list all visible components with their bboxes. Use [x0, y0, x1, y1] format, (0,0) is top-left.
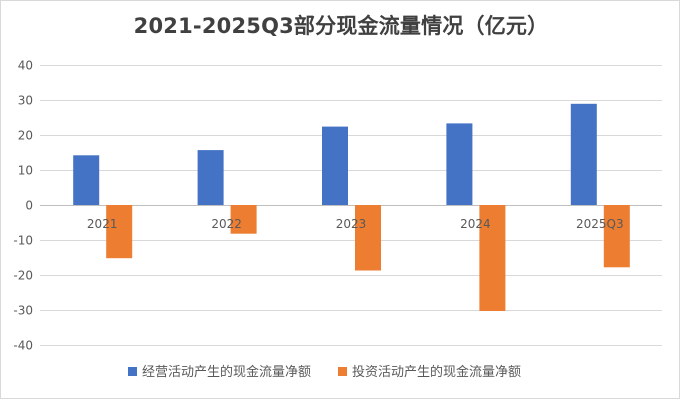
y-tick-label: 40 [18, 59, 33, 73]
x-tick-label: 2023 [336, 217, 367, 231]
bar-2025Q3-series-1 [570, 103, 597, 205]
y-axis-tick-labels: 40 30 20 10 0 -10 -20 -30 -40 [13, 59, 33, 353]
bar-2023-series-2 [355, 205, 381, 271]
bar-2021-series-2 [106, 205, 133, 259]
gridlines [40, 65, 662, 346]
x-axis-tick-labels: 2021 2022 2023 2024 2025Q3 [87, 217, 624, 231]
chart-title: 2021-2025Q3部分现金流量情况（亿元） [133, 14, 549, 38]
legend-swatch-series-2 [338, 367, 347, 376]
x-tick-label: 2022 [211, 217, 242, 231]
y-tick-label: 20 [18, 129, 33, 143]
bar-2022-series-1 [197, 150, 224, 205]
y-tick-label: 30 [18, 94, 33, 108]
x-tick-label: 2025Q3 [576, 217, 624, 231]
bar-2024-series-1 [446, 123, 473, 205]
y-tick-label: -40 [13, 339, 33, 353]
y-tick-label: -10 [13, 234, 33, 248]
bar-2024-series-2 [479, 205, 506, 311]
bar-2021-series-1 [73, 155, 100, 205]
y-tick-label: 0 [25, 199, 33, 213]
bar-2025Q3-series-2 [603, 205, 630, 268]
bar-2023-series-1 [322, 126, 348, 205]
legend-label-series-1: 经营活动产生的现金流量净额 [142, 364, 311, 380]
legend-label-series-2: 投资活动产生的现金流量净额 [352, 364, 521, 380]
y-tick-label: -30 [13, 304, 33, 318]
x-tick-label: 2021 [87, 217, 118, 231]
y-tick-label: -20 [13, 269, 33, 283]
legend-swatch-series-1 [128, 367, 137, 376]
y-tick-label: 10 [18, 164, 33, 178]
bar-2022-series-2 [230, 205, 257, 234]
legend: 经营活动产生的现金流量净额 投资活动产生的现金流量净额 [128, 364, 521, 380]
x-tick-label: 2024 [460, 217, 491, 231]
bars [73, 103, 630, 311]
